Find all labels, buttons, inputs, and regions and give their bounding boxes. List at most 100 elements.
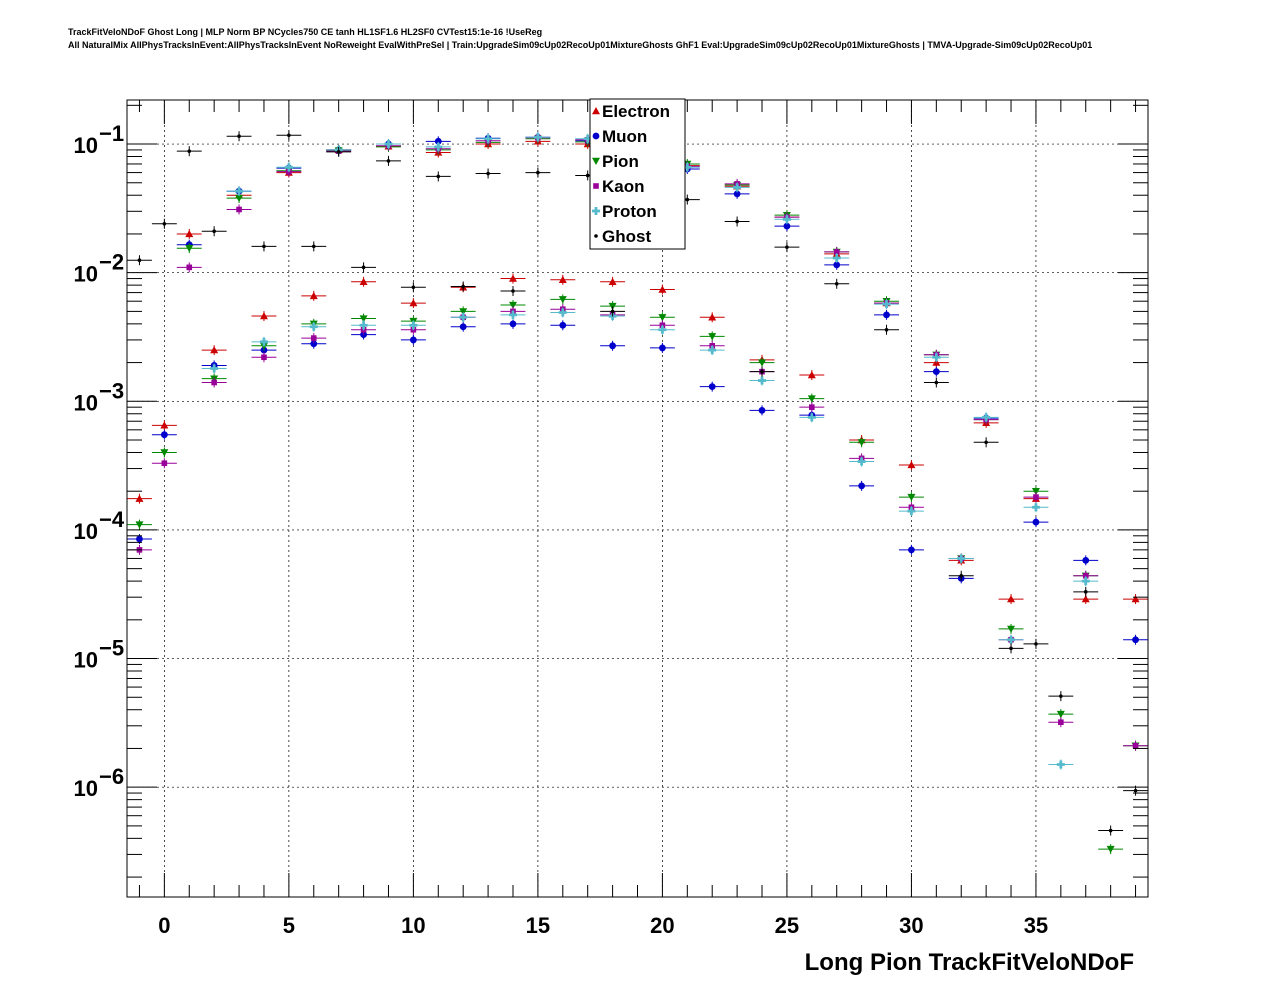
data-point <box>160 449 169 457</box>
data-point <box>658 325 667 334</box>
data-point <box>459 308 468 316</box>
data-point <box>309 291 318 300</box>
data-point <box>585 173 590 178</box>
data-point <box>708 313 717 321</box>
data-point <box>409 336 417 344</box>
data-point <box>261 354 267 361</box>
data-point <box>807 395 816 403</box>
data-point <box>592 107 600 115</box>
data-point <box>592 207 600 216</box>
data-point <box>807 413 816 422</box>
data-point <box>592 157 600 165</box>
data-point <box>984 440 988 445</box>
data-point <box>386 159 391 163</box>
data-point <box>659 344 666 352</box>
data-point <box>1133 788 1138 793</box>
data-point <box>959 573 964 578</box>
x-axis-label: Long Pion TrackFitVeloNDoF <box>805 949 1134 976</box>
y-tick-exponent: −2 <box>99 250 124 275</box>
data-point <box>932 353 941 362</box>
data-point <box>1031 487 1040 496</box>
data-point <box>782 215 791 224</box>
y-tick-exponent: −5 <box>99 636 124 661</box>
data-point <box>834 281 839 286</box>
plot-title-line-2: All NaturalMix AllPhysTracksInEvent:AllP… <box>68 40 1093 50</box>
y-tick-label: 10 <box>74 262 98 287</box>
legend-label: Pion <box>602 152 639 171</box>
data-point <box>758 359 767 367</box>
data-point <box>807 371 816 379</box>
data-point <box>185 244 194 253</box>
data-point <box>1131 595 1140 603</box>
data-point <box>136 535 143 543</box>
data-point <box>359 321 368 330</box>
data-point <box>884 327 889 332</box>
data-point <box>1081 577 1090 586</box>
data-point <box>434 142 443 151</box>
x-tick-label: 35 <box>1024 913 1048 938</box>
data-point <box>932 368 940 376</box>
data-point <box>1058 719 1064 725</box>
data-point <box>161 460 168 467</box>
data-point <box>982 413 991 422</box>
data-point <box>558 296 567 304</box>
data-point <box>236 206 242 213</box>
data-point <box>1056 760 1065 769</box>
data-point <box>409 299 418 307</box>
data-point <box>533 133 542 142</box>
data-point <box>785 245 789 249</box>
data-point <box>735 219 739 224</box>
data-point <box>783 222 791 230</box>
data-point <box>409 321 418 330</box>
x-tick-label: 5 <box>283 913 295 938</box>
data-point <box>685 197 690 202</box>
y-tick-exponent: −4 <box>99 507 125 532</box>
data-point <box>508 310 517 319</box>
data-point <box>559 321 567 329</box>
data-point <box>908 546 915 554</box>
data-point <box>683 163 692 172</box>
data-point <box>160 431 168 439</box>
legend-label: Electron <box>602 102 670 121</box>
data-point <box>311 244 316 249</box>
data-point <box>212 229 216 234</box>
data-point <box>1081 595 1090 603</box>
data-point <box>1032 518 1040 526</box>
x-tick-label: 30 <box>899 913 923 938</box>
legend-label: Kaon <box>602 177 645 196</box>
data-point <box>186 264 193 271</box>
data-point <box>608 277 617 285</box>
data-point <box>361 265 366 270</box>
legend-entry-electron: Electron <box>592 102 670 121</box>
legend-entry-pion: Pion <box>592 152 639 171</box>
data-point <box>833 249 840 255</box>
legend-label: Ghost <box>602 227 651 246</box>
legend-entry-ghost: Ghost <box>594 227 651 246</box>
data-point <box>708 333 717 341</box>
plot-title-line-1: TrackFitVeloNDoF Ghost Long | MLP Norm B… <box>68 27 543 37</box>
data-point <box>211 379 217 386</box>
data-point <box>1034 642 1038 646</box>
data-point <box>882 300 891 309</box>
data-point <box>858 482 866 490</box>
data-point <box>359 277 368 285</box>
series-ghost <box>127 130 1148 836</box>
data-point <box>1033 494 1039 500</box>
data-point <box>1108 828 1113 833</box>
data-point <box>235 194 244 203</box>
y-tick-label: 10 <box>74 133 98 158</box>
data-point <box>708 383 716 391</box>
data-point <box>809 404 815 410</box>
data-point <box>137 258 142 263</box>
data-point <box>610 309 615 314</box>
data-point <box>907 493 916 502</box>
x-tick-label: 25 <box>775 913 799 938</box>
data-point <box>484 134 493 143</box>
data-point <box>459 323 467 331</box>
data-point <box>1007 595 1016 603</box>
data-point <box>508 274 517 282</box>
data-point <box>934 380 939 385</box>
y-tick-exponent: −6 <box>99 764 124 789</box>
y-tick-label: 10 <box>74 776 98 801</box>
